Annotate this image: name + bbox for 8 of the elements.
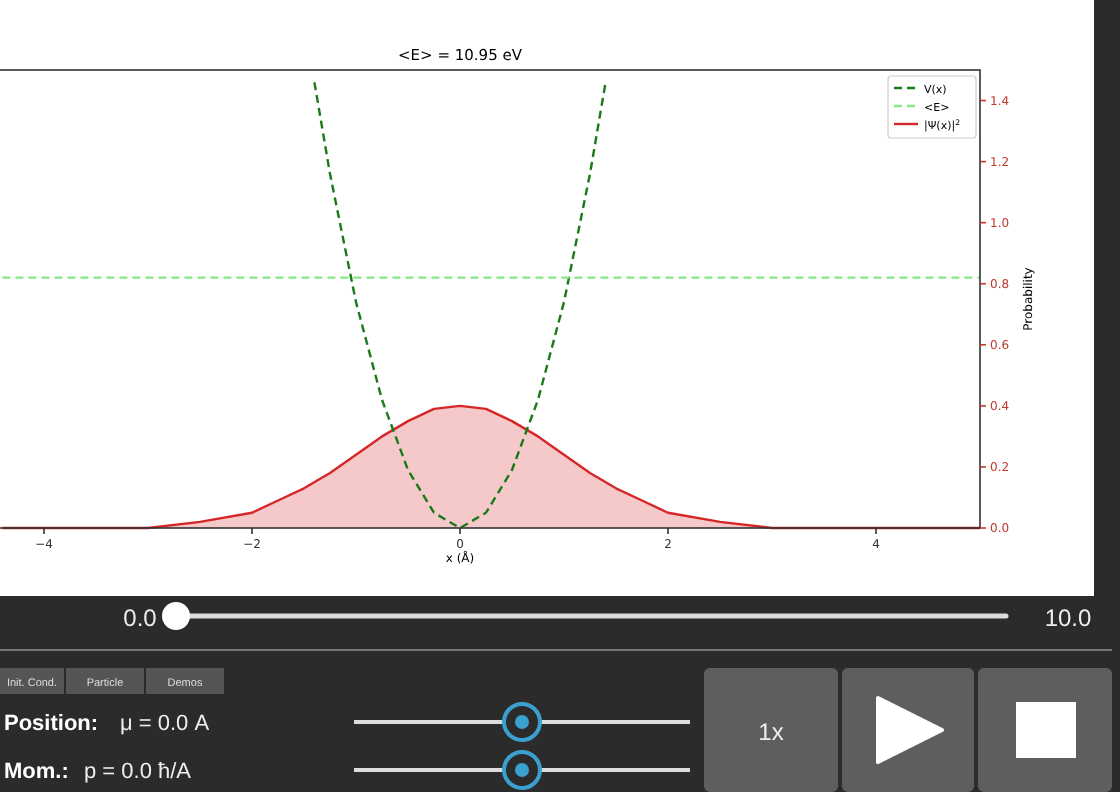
text: 10.0 — [1044, 604, 1092, 632]
text: Mom.: — [4, 760, 69, 784]
text: Position: — [4, 712, 99, 736]
text: p = 0.0 ħ/A — [84, 760, 193, 784]
text: μ = 0.0 A — [120, 712, 211, 736]
text: 0.0 — [123, 604, 158, 632]
text: 1x — [758, 718, 784, 746]
line-series — [313, 81, 607, 530]
